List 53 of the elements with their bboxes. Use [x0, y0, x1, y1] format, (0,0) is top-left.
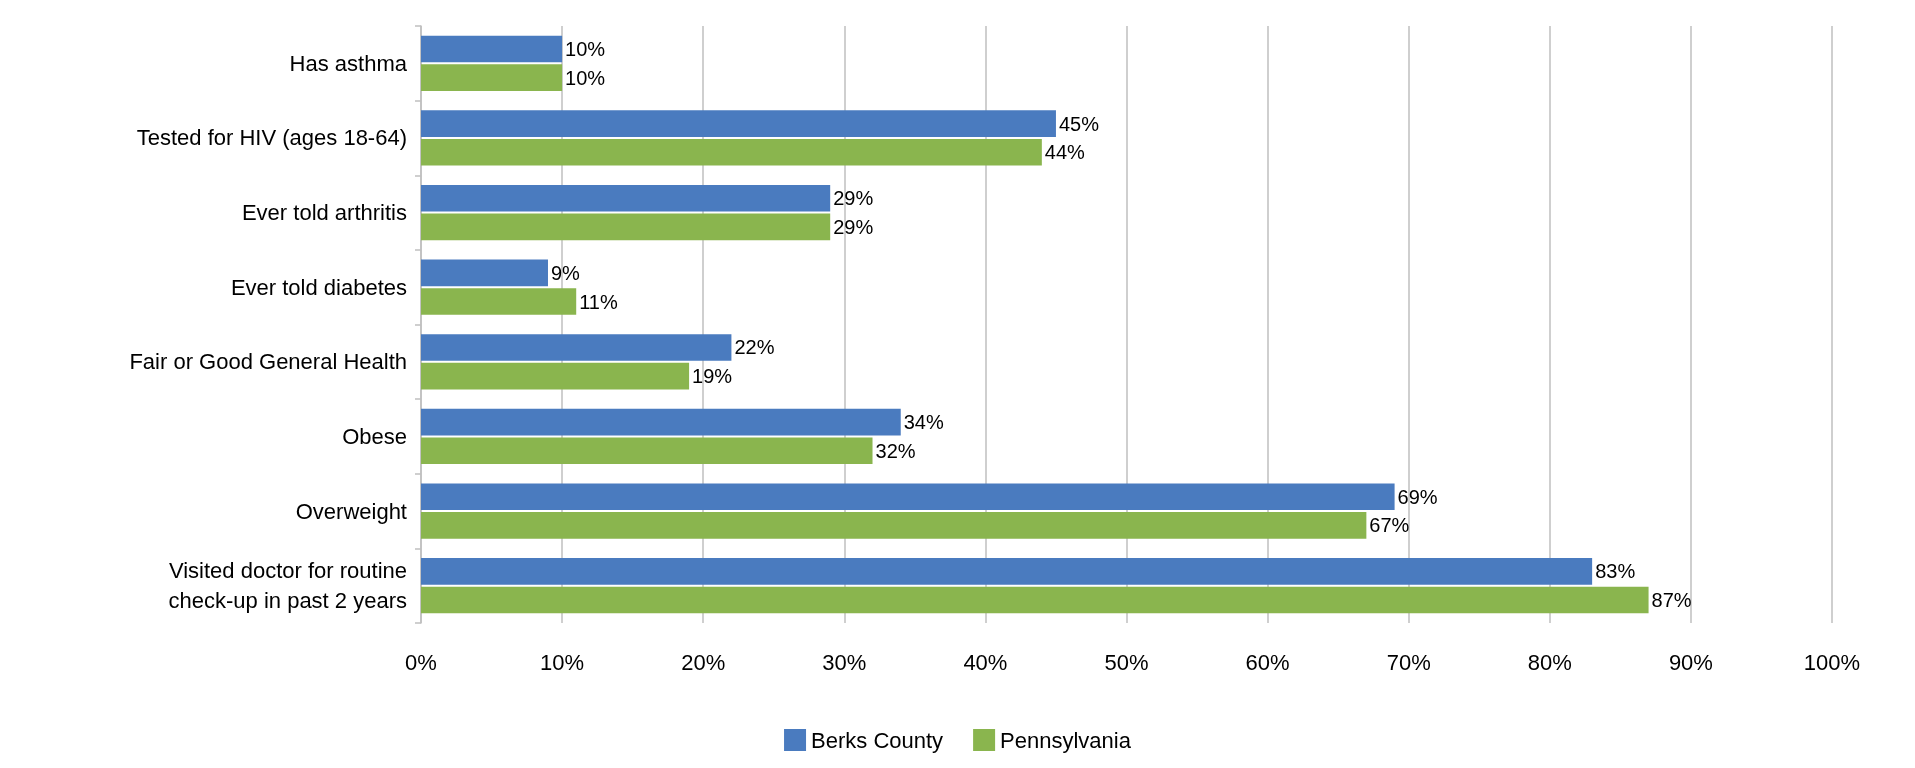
- bar: [421, 483, 1395, 510]
- x-tick-label: 100%: [1803, 649, 1861, 675]
- y-tick-label: Tested for HIV (ages 18-64): [136, 125, 407, 151]
- bar: [421, 512, 1367, 539]
- x-tick-label: 60%: [1245, 649, 1290, 675]
- bar: [421, 558, 1593, 585]
- bar: [421, 408, 901, 436]
- x-tick-label: 20%: [681, 649, 726, 675]
- data-label: 87%: [1651, 589, 1692, 612]
- x-tick-label: 30%: [822, 649, 867, 675]
- bar: [421, 437, 873, 465]
- data-label: 69%: [1397, 485, 1438, 508]
- x-tick-label: 40%: [963, 649, 1008, 675]
- bar: [421, 110, 1056, 137]
- data-label: 45%: [1058, 112, 1100, 135]
- y-tick-label: Overweight: [295, 498, 407, 524]
- x-tick-label: 50%: [1104, 649, 1149, 675]
- y-tick-label: Obese: [342, 423, 407, 449]
- data-label: 29%: [833, 215, 874, 238]
- data-label: 19%: [692, 365, 733, 388]
- y-tick-label: Visited doctor for routine check-up in past 2 years: [168, 558, 407, 614]
- data-label: 10%: [565, 37, 606, 60]
- x-tick-label: 90%: [1668, 649, 1713, 675]
- bar: [421, 288, 577, 315]
- x-tick-label: 0%: [405, 649, 437, 675]
- data-label: 34%: [903, 411, 944, 434]
- bar: [421, 362, 690, 390]
- legend-label: Pennsylvania: [1000, 727, 1132, 753]
- bar: [421, 586, 1649, 614]
- data-label: 11%: [579, 290, 618, 313]
- legend-label: Berks County: [811, 727, 944, 753]
- data-label: 44%: [1044, 141, 1086, 164]
- bar: [421, 334, 732, 361]
- y-tick-label: Has asthma: [289, 50, 408, 76]
- bar: [421, 139, 1042, 166]
- data-label: 32%: [875, 439, 916, 462]
- data-label: 67%: [1369, 514, 1410, 537]
- bar: [421, 35, 563, 63]
- bar: [421, 184, 831, 212]
- data-label: 83%: [1595, 560, 1636, 583]
- bar: [421, 213, 831, 241]
- x-tick-label: 80%: [1527, 649, 1572, 675]
- y-tick-label: Fair or Good General Health: [129, 349, 407, 375]
- y-tick-label: Ever told diabetes: [230, 274, 407, 300]
- data-label: 29%: [833, 187, 874, 210]
- data-label: 9%: [550, 261, 581, 284]
- bar: [421, 259, 548, 287]
- data-label: 22%: [734, 336, 775, 359]
- y-tick-label: Ever told arthritis: [241, 200, 407, 226]
- bar: [421, 64, 563, 91]
- data-label: 10%: [565, 66, 606, 89]
- x-tick-label: 10%: [540, 649, 585, 675]
- x-tick-label: 70%: [1386, 649, 1431, 675]
